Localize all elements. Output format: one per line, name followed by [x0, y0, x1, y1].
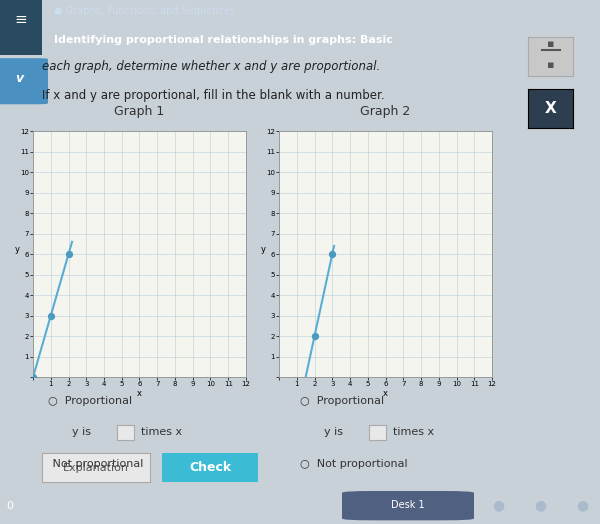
- Text: Graph 2: Graph 2: [361, 105, 410, 118]
- Point: [64, 250, 73, 258]
- Text: times x: times x: [393, 427, 434, 438]
- Text: y is: y is: [324, 427, 343, 438]
- Bar: [0, 0, 42, 55]
- Text: Check: Check: [189, 461, 231, 474]
- Text: ○  Proportional: ○ Proportional: [300, 396, 384, 406]
- Text: ▪: ▪: [547, 60, 554, 70]
- Text: 0: 0: [6, 500, 13, 511]
- X-axis label: x: x: [383, 389, 388, 398]
- Text: ○  Proportional: ○ Proportional: [48, 396, 132, 406]
- Text: Explanation: Explanation: [63, 463, 129, 473]
- Text: ●: ●: [534, 499, 546, 512]
- Text: ▪: ▪: [547, 39, 554, 49]
- Text: Identifying proportional relationships in graphs: Basic: Identifying proportional relationships i…: [54, 35, 393, 45]
- Text: ●: ●: [492, 499, 504, 512]
- Y-axis label: y: y: [260, 245, 266, 254]
- Text: Not proportional: Not proportional: [42, 458, 143, 469]
- Point: [310, 332, 319, 341]
- Point: [328, 250, 337, 258]
- FancyBboxPatch shape: [0, 58, 48, 104]
- Y-axis label: y: y: [14, 245, 20, 254]
- Text: ≡: ≡: [14, 12, 28, 27]
- Text: y is: y is: [72, 427, 91, 438]
- Point: [28, 373, 38, 381]
- Text: If x and y are proportional, fill in the blank with a number.: If x and y are proportional, fill in the…: [42, 90, 385, 102]
- Text: X: X: [545, 101, 556, 116]
- Text: Desk 1: Desk 1: [391, 500, 425, 510]
- X-axis label: x: x: [137, 389, 142, 398]
- Point: [46, 311, 56, 320]
- Text: ○  Not proportional: ○ Not proportional: [300, 458, 407, 469]
- FancyBboxPatch shape: [342, 491, 474, 520]
- Text: each graph, determine whether x and y are proportional.: each graph, determine whether x and y ar…: [42, 60, 380, 73]
- Text: v: v: [15, 72, 23, 85]
- Text: Graph 1: Graph 1: [115, 105, 164, 118]
- Text: ●: ●: [576, 499, 588, 512]
- Text: times x: times x: [141, 427, 182, 438]
- Text: ● Graphs, Functions, and Sequences: ● Graphs, Functions, and Sequences: [54, 6, 235, 16]
